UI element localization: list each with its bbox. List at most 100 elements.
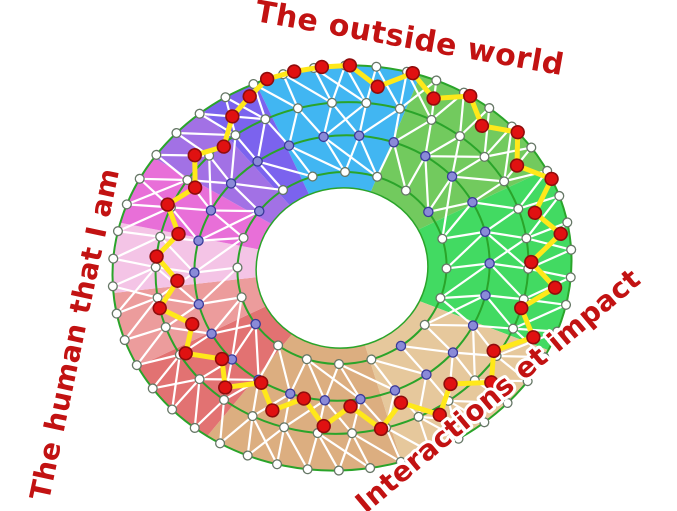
white-node [526, 142, 537, 153]
mesh-line [155, 153, 189, 182]
mesh-line [495, 330, 559, 358]
red-node [242, 89, 257, 104]
mesh-line [277, 344, 292, 395]
white-node [326, 97, 337, 108]
white-node [151, 149, 162, 160]
white-node [454, 131, 466, 142]
mesh-line [287, 144, 347, 174]
red-node [286, 64, 302, 79]
white-node [508, 323, 519, 334]
white-node [479, 151, 490, 162]
white-node [366, 354, 377, 365]
white-node [339, 166, 351, 178]
mesh-line [116, 206, 172, 233]
white-node [502, 397, 513, 409]
purple-node [467, 196, 478, 208]
mesh-line [256, 160, 285, 192]
mesh-line [427, 175, 454, 214]
white-node [333, 465, 344, 476]
mesh-line [376, 141, 395, 178]
white-node [218, 394, 230, 405]
mesh-line [154, 266, 196, 274]
mesh-line [423, 323, 475, 327]
white-node [361, 97, 372, 108]
mesh-line [399, 344, 455, 354]
mesh-line [193, 236, 245, 274]
mesh-line [322, 101, 368, 138]
purple-node [480, 290, 491, 301]
mesh-line [337, 432, 354, 472]
mesh-line [229, 182, 261, 213]
purple-node [193, 299, 205, 310]
mesh-line [512, 327, 546, 359]
white-node [441, 263, 452, 274]
mesh-line [350, 432, 372, 470]
red-node [171, 226, 186, 242]
mesh-line [522, 276, 572, 301]
mesh-line [306, 431, 319, 471]
sector-magenta [120, 157, 272, 250]
red-node [187, 148, 202, 163]
white-node [419, 319, 430, 330]
mesh-line [296, 107, 325, 138]
white-node [554, 190, 565, 202]
mesh-line [251, 414, 279, 466]
mesh-line [503, 125, 513, 183]
mesh-line [424, 155, 486, 158]
white-node [413, 411, 424, 422]
mesh-line [350, 432, 402, 463]
red-node [170, 273, 185, 288]
white-node [394, 103, 405, 114]
mesh-line [164, 303, 200, 329]
white-node [155, 231, 166, 242]
mesh-line [193, 398, 226, 430]
mesh-line [115, 266, 157, 315]
red-node [225, 109, 240, 124]
white-node [119, 334, 130, 346]
mesh-line [234, 134, 259, 163]
red-node [259, 71, 275, 87]
red-node [547, 280, 563, 295]
mesh-line [197, 296, 243, 306]
white-node [453, 433, 464, 444]
red-node [185, 316, 200, 332]
white-node [189, 422, 200, 433]
mesh-line [287, 144, 314, 178]
purple-node [318, 131, 329, 143]
mesh-line [171, 353, 181, 411]
red-node [343, 399, 358, 414]
mesh-line [483, 106, 491, 158]
mesh-line [447, 399, 509, 405]
white-node [107, 281, 118, 292]
mesh-line [484, 230, 530, 270]
mesh-line [275, 426, 286, 466]
red-node [216, 139, 231, 154]
mesh-line [151, 353, 181, 390]
mesh-line [471, 180, 506, 204]
white-node [194, 108, 205, 119]
mesh-line [495, 354, 546, 359]
mesh-line [404, 155, 427, 192]
mesh-line [495, 354, 529, 383]
mesh-line [384, 426, 432, 454]
white-node [435, 293, 446, 304]
mesh-line [283, 426, 309, 471]
mesh-line [450, 155, 486, 178]
mesh-line [484, 294, 525, 301]
mesh-line [392, 141, 407, 192]
white-node [134, 173, 145, 184]
white-node [271, 459, 283, 470]
red-node [474, 118, 490, 134]
torus [107, 58, 577, 476]
white-node [247, 411, 258, 422]
mesh-line [322, 101, 334, 138]
mesh-line [218, 414, 254, 445]
mesh-line [254, 322, 260, 381]
purple-node [389, 385, 401, 396]
red-node [486, 343, 501, 359]
white-node [238, 232, 249, 243]
purple-node [353, 130, 365, 141]
mesh-line [417, 415, 486, 424]
mesh-line [257, 344, 280, 381]
white-node [479, 417, 490, 428]
